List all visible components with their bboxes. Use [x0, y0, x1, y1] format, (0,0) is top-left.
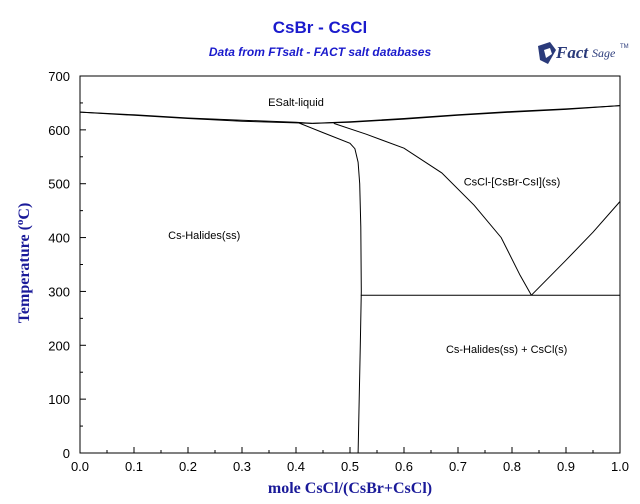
x-tick-label: 0.9 — [557, 459, 575, 474]
y-tick-label: 400 — [48, 231, 70, 246]
y-tick-label: 0 — [63, 446, 70, 461]
chart-subtitle: Data from FTsalt - FACT salt databases — [208, 45, 432, 59]
x-tick-label: 0.1 — [125, 459, 143, 474]
logo-trademark: TM — [620, 44, 629, 50]
phase-boundaries — [79, 105, 621, 454]
phase-boundary-5 — [298, 122, 362, 454]
y-tick-label: 300 — [48, 284, 70, 299]
factsage-logo: Fact Sage TM — [536, 40, 629, 70]
y-axis-label-prefix: Temperature ( — [16, 225, 34, 324]
x-tick-label: 0.6 — [395, 459, 413, 474]
y-tick-label: 600 — [48, 123, 70, 138]
x-tick-label: 1.0 — [611, 459, 629, 474]
chart-title: CsBr - CsCl — [272, 18, 368, 37]
y-tick-label: 500 — [48, 177, 70, 192]
phase-boundary-7 — [531, 201, 621, 296]
factsage-logo-mark — [538, 42, 556, 64]
y-tick-label: 200 — [48, 338, 70, 353]
region-label: Cs-Halides(ss) + CsCl(s) — [446, 344, 567, 356]
phase-region-labels: ESalt-liquid CsCl-[CsBr-CsI](ss) Cs-Halide… — [168, 97, 567, 356]
plot-frame — [79, 75, 621, 454]
phase-boundary-6 — [333, 122, 532, 296]
logo-text-sage: Sage — [592, 46, 616, 60]
x-tick-label: 0.2 — [179, 459, 197, 474]
y-axis-label-suffix: C) — [16, 202, 34, 220]
logo-text-fact: Fact — [556, 43, 589, 62]
y-axis: 0 100 200 300 400 500 600 700 — [48, 69, 86, 461]
y-axis-label: Temperature (oC) — [14, 203, 34, 324]
region-label: Cs-Halides(ss) — [168, 230, 240, 242]
x-axis: 0.0 0.1 0.2 0.3 0.4 0.5 0.6 0.7 0.8 0.9 1.0 — [71, 447, 629, 474]
x-tick-label: 0.7 — [449, 459, 467, 474]
x-tick-label: 0.3 — [233, 459, 251, 474]
x-axis-label: mole CsCl/(CsBr+CsCl) — [267, 480, 433, 497]
x-tick-label: 0.4 — [287, 459, 305, 474]
region-label: ESalt-liquid — [268, 97, 324, 109]
phase-boundary-4 — [312, 105, 621, 124]
region-label: CsCl-[CsBr-CsI](ss) — [464, 177, 561, 189]
degree-symbol: o — [13, 219, 26, 226]
x-tick-label: 0.5 — [341, 459, 359, 474]
y-tick-label: 100 — [48, 392, 70, 407]
x-tick-label: 0.0 — [71, 459, 89, 474]
y-tick-label: 700 — [48, 69, 70, 84]
x-tick-label: 0.8 — [503, 459, 521, 474]
